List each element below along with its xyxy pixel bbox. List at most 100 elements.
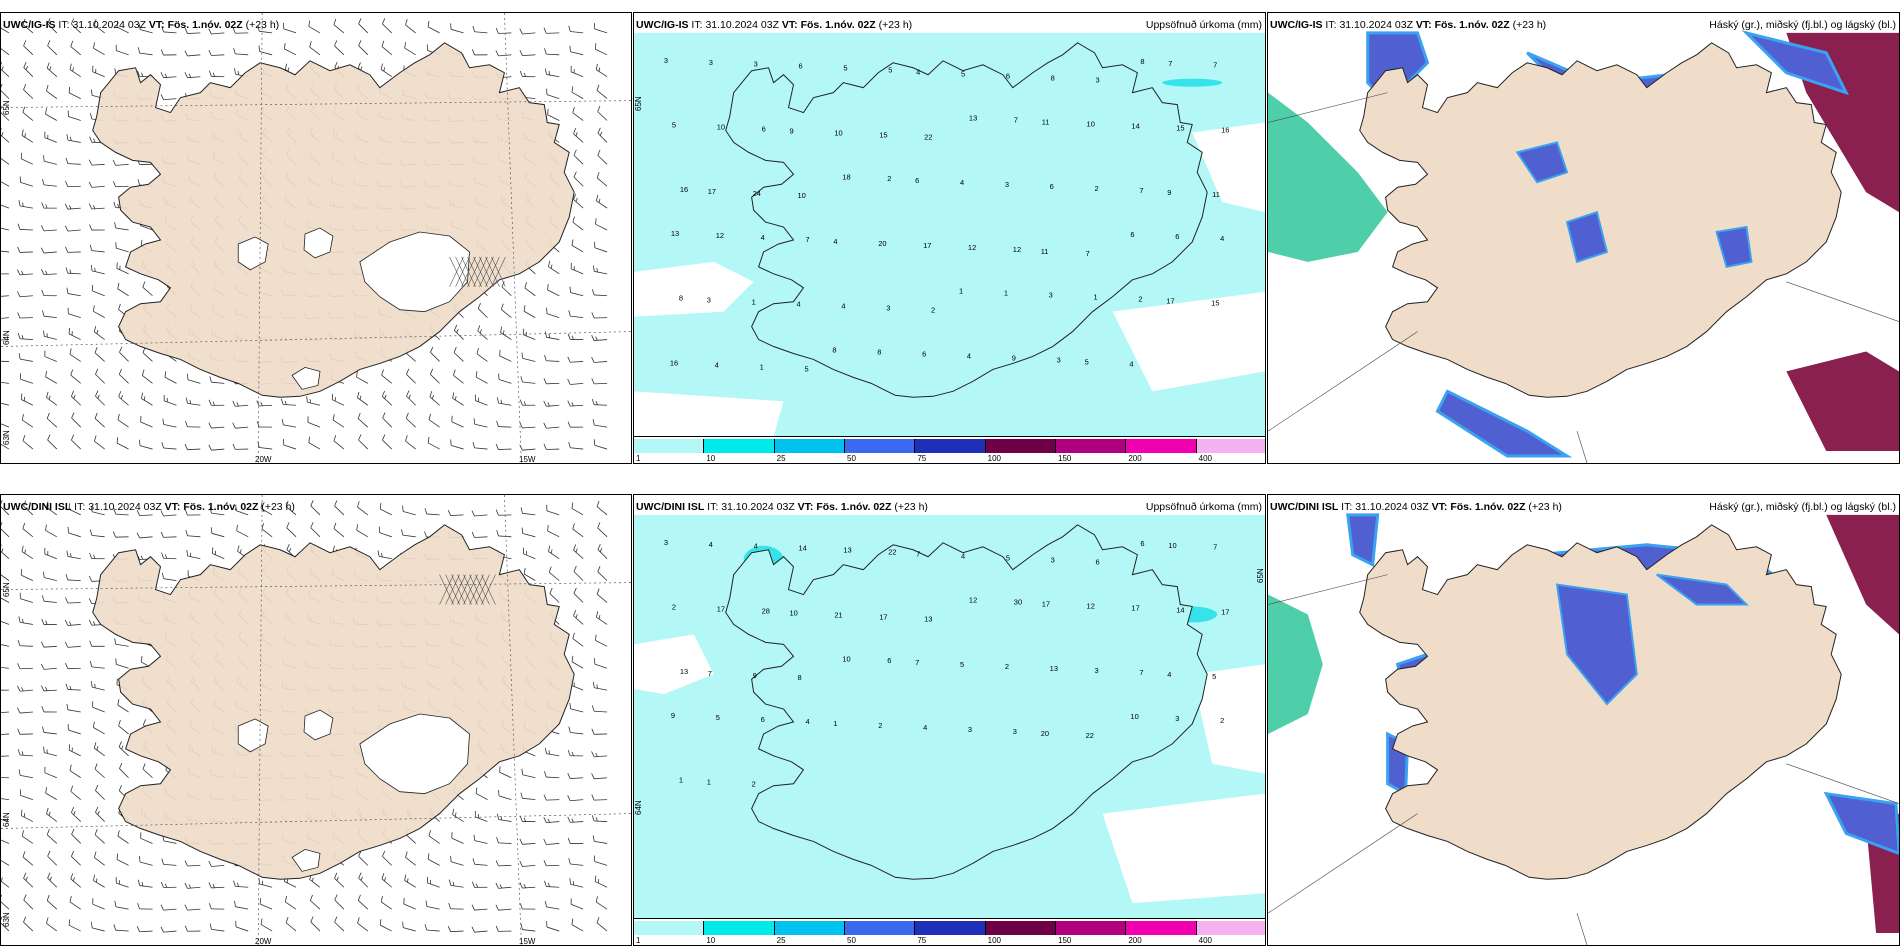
wind-barb	[567, 421, 584, 428]
wind-barb	[356, 524, 369, 538]
wind-barb	[306, 396, 321, 406]
precip-value: 4	[833, 237, 837, 246]
precip-value: 28	[762, 606, 770, 615]
wind-barb	[18, 616, 33, 625]
wind-barb	[571, 86, 584, 99]
wind-barb	[256, 421, 273, 428]
wind-barb	[499, 766, 512, 779]
wind-barb	[308, 436, 321, 450]
wind-barb	[66, 287, 81, 297]
wind-barb	[64, 225, 81, 232]
wind-barb	[592, 681, 608, 691]
precip-value: 1	[707, 778, 711, 787]
lat-label-65n: 65N	[634, 96, 643, 111]
wind-barb	[1, 733, 10, 736]
wind-barb	[522, 547, 536, 560]
precip-value: 6	[1096, 558, 1100, 567]
wind-barb	[544, 68, 560, 78]
wind-barb	[117, 699, 129, 713]
cloud-shading-over-land	[1515, 141, 1753, 269]
wind-barb	[1, 227, 10, 231]
wind-barb	[573, 193, 584, 209]
wind-barb	[521, 527, 536, 538]
wind-barb	[95, 368, 105, 384]
wind-barb	[501, 281, 512, 297]
wind-barb	[17, 707, 33, 714]
lon-label-20w: 20W	[255, 455, 272, 464]
precip-value: 16	[1221, 125, 1229, 134]
precip-value: 10	[1168, 541, 1176, 550]
legend-tick-label: 25	[776, 936, 786, 945]
precip-legend: 1 10 25 50 75 100 150 200 400	[634, 918, 1265, 945]
wind-barb	[20, 393, 34, 406]
wind-barb	[17, 269, 33, 276]
wind-barb	[114, 222, 129, 231]
wind-barb	[547, 284, 560, 297]
wind-barb	[424, 508, 440, 516]
wind-barb	[596, 588, 608, 603]
precip-value: 7	[1139, 186, 1143, 195]
wind-barb	[1, 443, 10, 450]
wind-barb	[543, 817, 560, 824]
graticule	[1268, 574, 1899, 945]
precip-clear-area	[1102, 793, 1265, 904]
wind-barb	[137, 47, 153, 56]
wind-barb	[46, 807, 58, 822]
wind-barb	[1, 27, 10, 34]
wind-barb	[430, 346, 440, 362]
wind-barb	[41, 706, 57, 713]
wind-barb	[116, 853, 129, 866]
wind-barb	[1, 916, 10, 932]
wind-barb	[1, 644, 10, 647]
wind-barb	[70, 40, 82, 56]
wind-barb	[544, 747, 560, 757]
wind-barb	[17, 685, 33, 692]
precip-value: 5	[843, 64, 847, 73]
wind-barb	[184, 925, 201, 932]
wind-barb	[160, 72, 177, 79]
wind-barb	[519, 399, 536, 406]
wind-barb	[71, 18, 82, 34]
hatch-line	[475, 574, 490, 605]
wind-barb	[543, 378, 560, 385]
wind-barb	[233, 880, 249, 888]
low-cloud-area	[1741, 30, 1850, 96]
wind-barb	[498, 789, 512, 801]
precip-value: 4	[754, 542, 758, 551]
wind-barb	[209, 923, 225, 932]
glacier-hofsjokull	[303, 709, 334, 741]
glacier-myrdalsjokull	[291, 366, 321, 390]
legend-tick-label: 75	[917, 936, 927, 945]
precip-value: 24	[753, 189, 761, 198]
wind-barb	[141, 369, 153, 384]
precip-value: 5	[961, 70, 965, 79]
precip-value: 14	[1176, 605, 1184, 614]
wind-barb	[450, 23, 464, 34]
wind-barb	[259, 898, 273, 910]
hatch-line	[455, 256, 470, 287]
wind-barb	[93, 874, 105, 888]
wind-barb	[356, 391, 369, 406]
wind-barb	[358, 40, 369, 56]
precip-value: 6	[1175, 232, 1179, 241]
precip-value: 4	[1220, 234, 1224, 243]
precip-value: 22	[924, 132, 932, 141]
precip-value: 7	[805, 235, 809, 244]
wind-barb	[447, 509, 464, 516]
wind-barb	[549, 587, 560, 603]
wind-barb	[93, 19, 105, 34]
wind-barb	[569, 702, 584, 713]
precip-value: 2	[878, 721, 882, 730]
iceland-land	[1359, 524, 1842, 880]
legend-tick-label: 150	[1058, 936, 1072, 945]
wind-barb	[309, 41, 321, 56]
iceland-land	[92, 42, 575, 398]
wind-barb	[23, 500, 34, 516]
wind-barb	[597, 105, 608, 121]
wind-barb	[161, 26, 177, 34]
wind-barb	[70, 390, 82, 406]
precip-clear-area	[634, 634, 714, 695]
wind-barb	[402, 921, 416, 932]
glacier-vatnajokull	[359, 231, 470, 313]
precip-value: 12	[968, 243, 976, 252]
